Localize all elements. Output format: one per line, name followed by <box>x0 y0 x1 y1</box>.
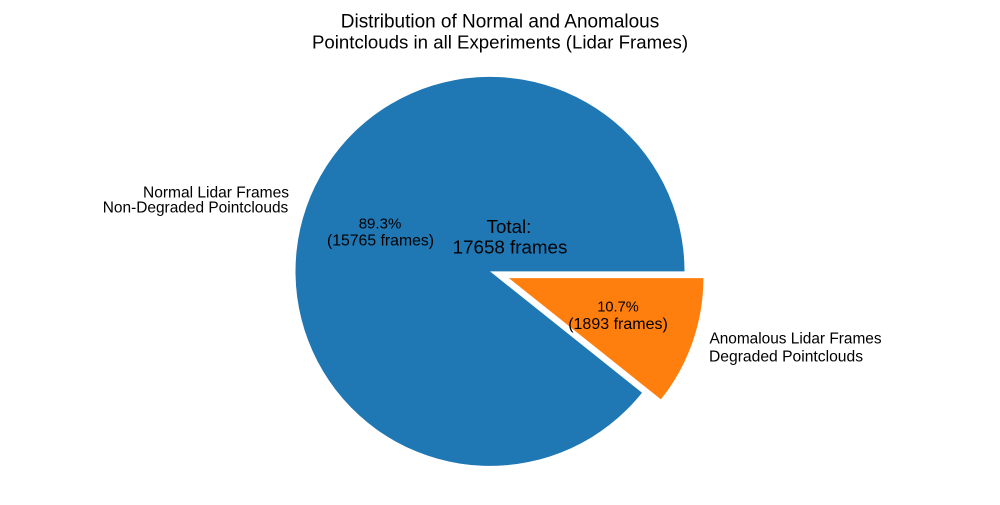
svg-text:Normal Lidar Frames: Normal Lidar Frames <box>143 184 289 201</box>
svg-text:10.7%: 10.7% <box>597 300 638 316</box>
svg-text:17658 frames: 17658 frames <box>453 237 568 258</box>
svg-text:89.3%: 89.3% <box>359 216 402 233</box>
svg-text:Distribution of Normal and Ano: Distribution of Normal and Anomalous <box>341 12 659 33</box>
svg-text:Total:: Total: <box>487 216 532 237</box>
svg-text:Anomalous Lidar Frames: Anomalous Lidar Frames <box>709 331 881 348</box>
svg-text:Non-Degraded Pointclouds: Non-Degraded Pointclouds <box>103 200 289 217</box>
svg-text:(1893 frames): (1893 frames) <box>568 316 668 333</box>
svg-text:(15765 frames): (15765 frames) <box>327 232 434 249</box>
svg-text:Degraded Pointclouds: Degraded Pointclouds <box>709 349 863 366</box>
svg-text:Pointclouds in all Experiments: Pointclouds in all Experiments (Lidar Fr… <box>312 32 688 53</box>
